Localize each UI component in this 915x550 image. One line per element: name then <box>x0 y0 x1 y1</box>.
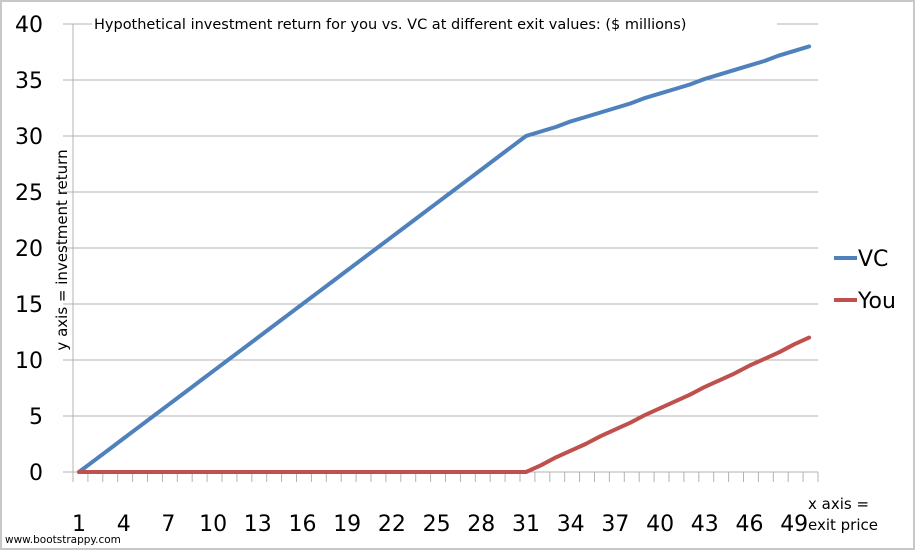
series-line-vc <box>77 44 812 474</box>
chart-title: Hypothetical investment return for you v… <box>94 17 686 33</box>
y-tick-label: 35 <box>15 69 43 94</box>
x-tick-label: 13 <box>244 512 272 537</box>
y-axis-tick-labels: 0 5 10 15 20 25 30 35 40 <box>15 13 43 486</box>
y-tick-label: 0 <box>29 461 43 486</box>
y-tick-label: 25 <box>15 181 43 206</box>
y-tick-label: 10 <box>15 349 43 374</box>
x-tick-label: 4 <box>117 512 131 537</box>
series-line-you <box>77 335 812 474</box>
title-background <box>92 10 777 36</box>
x-axis-title-line2: exit price <box>808 516 878 534</box>
x-tick-label: 40 <box>646 512 674 537</box>
x-tick-label: 16 <box>289 512 317 537</box>
x-axis-tick-labels: 1 4 7 10 13 16 19 22 25 28 31 34 37 40 43 46 49 <box>72 512 808 537</box>
x-tick-label: 22 <box>378 512 406 537</box>
y-tick-label: 5 <box>29 405 43 430</box>
x-tick-label: 43 <box>691 512 719 537</box>
y-axis-title: y axis = investment return <box>53 149 71 350</box>
gridlines <box>63 23 818 473</box>
data-series <box>77 44 812 474</box>
x-tick-label: 19 <box>333 512 361 537</box>
x-axis <box>72 24 819 482</box>
watermark: www.bootstrappy.com <box>5 534 121 546</box>
legend: VC You <box>834 247 896 314</box>
x-tick-label: 34 <box>557 512 585 537</box>
x-tick-label: 46 <box>736 512 764 537</box>
y-tick-label: 20 <box>15 237 43 262</box>
x-tick-label: 1 <box>72 512 86 537</box>
x-tick-label: 25 <box>423 512 451 537</box>
x-tick-label: 7 <box>161 512 175 537</box>
legend-label-you: You <box>857 289 896 314</box>
y-tick-label: 30 <box>15 125 43 150</box>
y-tick-label: 15 <box>15 293 43 318</box>
x-tick-label: 10 <box>199 512 227 537</box>
legend-label-vc: VC <box>858 247 888 272</box>
x-tick-label: 37 <box>601 512 629 537</box>
x-tick-label: 28 <box>467 512 495 537</box>
x-axis-title-line1: x axis = <box>808 495 869 513</box>
y-tick-label: 40 <box>15 13 43 38</box>
x-tick-label: 31 <box>512 512 540 537</box>
x-tick-label: 49 <box>780 512 808 537</box>
